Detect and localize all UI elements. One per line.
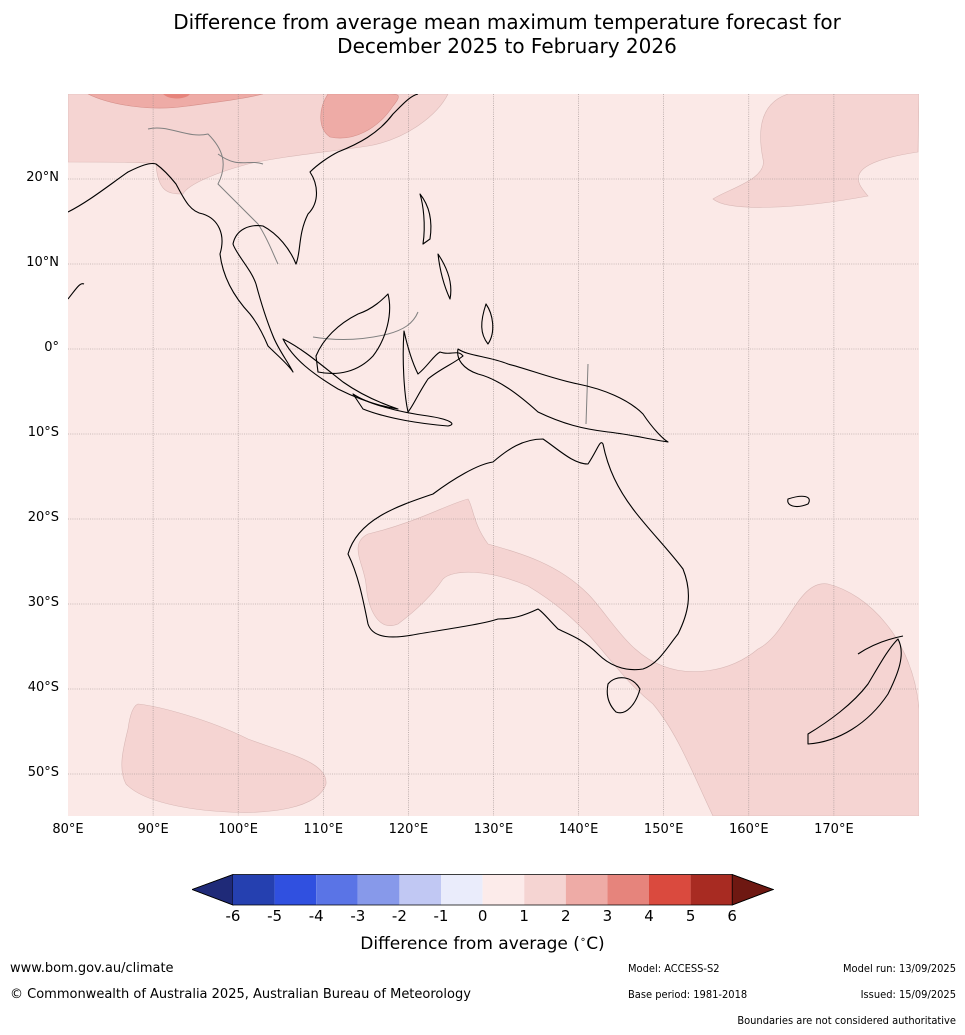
colorbar-graphic xyxy=(190,873,775,906)
colorbar-tick-label: -4 xyxy=(308,907,324,925)
colorbar-tick-label: -6 xyxy=(225,907,241,925)
colorbar-high-extension xyxy=(731,873,775,906)
colorbar-tick-label: -2 xyxy=(391,907,407,925)
latitude-label: 20°S xyxy=(27,510,59,525)
footer-model-run: Model run: 13/09/2025 xyxy=(843,962,956,975)
footer-model: Model: ACCESS-S2 xyxy=(628,962,720,975)
colorbar-tick-label: 1 xyxy=(519,907,529,925)
longitude-label: 140°E xyxy=(558,822,599,837)
longitude-label: 80°E xyxy=(52,822,84,837)
longitude-label: 120°E xyxy=(388,822,429,837)
colorbar-low-extension xyxy=(190,873,234,906)
colorbar-segment xyxy=(690,874,733,905)
footer-boundaries: Boundaries are not considered authoritat… xyxy=(737,1014,956,1027)
colorbar-tick-label: 6 xyxy=(727,907,737,925)
colorbar-tick-label: 5 xyxy=(685,907,696,925)
longitude-label: 150°E xyxy=(643,822,684,837)
colorbar-tick-label: -3 xyxy=(350,907,366,925)
graticule xyxy=(68,94,919,816)
colorbar-tick-label: 3 xyxy=(602,907,613,925)
footer-base-period: Base period: 1981-2018 xyxy=(628,988,748,1001)
colorbar-segment xyxy=(274,874,317,905)
colorbar-segment xyxy=(399,874,441,905)
colorbar-tick-label: -5 xyxy=(267,907,283,925)
colorbar-segment xyxy=(607,874,649,905)
colorbar-outline xyxy=(190,874,775,906)
colorbar-segment xyxy=(316,874,358,905)
anomaly-class-2-3 xyxy=(87,94,399,139)
longitude-label: 170°E xyxy=(814,822,854,837)
colorbar-segment xyxy=(357,874,400,905)
map-title: Difference from average mean maximum tem… xyxy=(0,10,965,58)
longitude-label: 160°E xyxy=(729,822,769,837)
footer-copyright: © Commonwealth of Australia 2025, Austra… xyxy=(10,987,471,1002)
colorbar-title: Difference from average (∘C) xyxy=(360,934,605,954)
colorbar-unit: C) xyxy=(586,934,605,954)
colorbar xyxy=(190,873,775,906)
colorbar-segment xyxy=(524,874,566,905)
footer-issued: Issued: 15/09/2025 xyxy=(860,988,956,1001)
colorbar-segment xyxy=(565,874,608,905)
latitude-label: 20°N xyxy=(26,170,59,185)
colorbar-tick-label: 4 xyxy=(644,907,654,925)
colorbar-segment xyxy=(649,874,691,905)
longitude-label: 130°E xyxy=(473,822,514,837)
title-line-2: December 2025 to February 2026 xyxy=(337,34,677,58)
latitude-label: 50°S xyxy=(27,765,59,780)
latitude-label: 10°N xyxy=(26,255,59,270)
colorbar-segment xyxy=(441,874,483,905)
forecast-map xyxy=(68,94,919,816)
colorbar-segment xyxy=(482,874,525,905)
latitude-label: 0° xyxy=(44,340,59,355)
longitude-label: 100°E xyxy=(218,822,258,837)
colorbar-tick-label: 2 xyxy=(561,907,571,925)
coastlines xyxy=(68,94,904,745)
latitude-label: 30°S xyxy=(27,595,59,610)
title-line-1: Difference from average mean maximum tem… xyxy=(173,10,841,34)
colorbar-tick-label: -1 xyxy=(433,907,449,925)
latitude-label: 10°S xyxy=(27,425,59,440)
colorbar-segment xyxy=(233,874,275,905)
map-panel xyxy=(68,94,919,816)
longitude-label: 110°E xyxy=(303,822,344,837)
footer-website[interactable]: www.bom.gov.au/climate xyxy=(10,961,174,976)
colorbar-title-text: Difference from average ( xyxy=(360,934,580,954)
country-borders xyxy=(147,127,589,425)
colorbar-tick-label: 0 xyxy=(477,907,488,925)
latitude-label: 40°S xyxy=(27,680,59,695)
longitude-label: 90°E xyxy=(137,822,169,837)
